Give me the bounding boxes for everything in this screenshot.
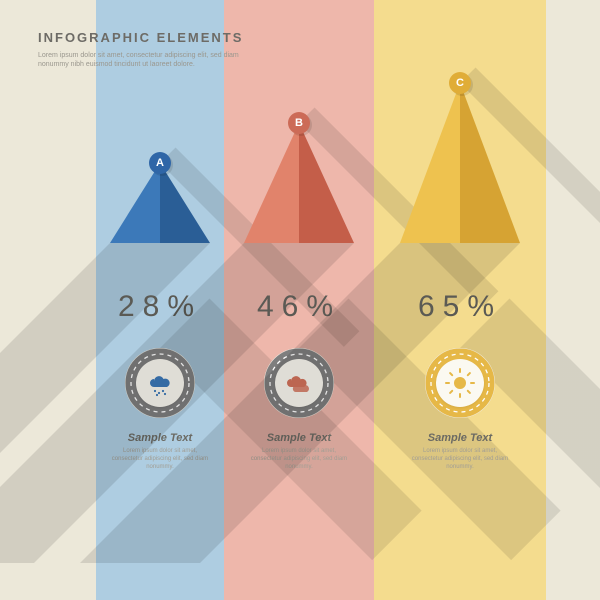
apex-badge-b: B xyxy=(288,112,310,134)
sample-heading: Sample Text xyxy=(390,432,530,444)
sample-body: Lorem ipsum dolor sit amet, consectetur … xyxy=(390,447,530,471)
column-c: C65% Sample Text Lorem ipsum dolor sit a… xyxy=(390,0,530,600)
ring-c xyxy=(425,348,495,418)
apex-badge-a: A xyxy=(149,152,171,174)
apex-badge-c: C xyxy=(449,72,471,94)
sample-c: Sample Text Lorem ipsum dolor sit amet, … xyxy=(390,432,530,471)
sun-icon xyxy=(436,359,484,407)
infographic-canvas: INFOGRAPHIC ELEMENTS Lorem ipsum dolor s… xyxy=(0,0,600,600)
